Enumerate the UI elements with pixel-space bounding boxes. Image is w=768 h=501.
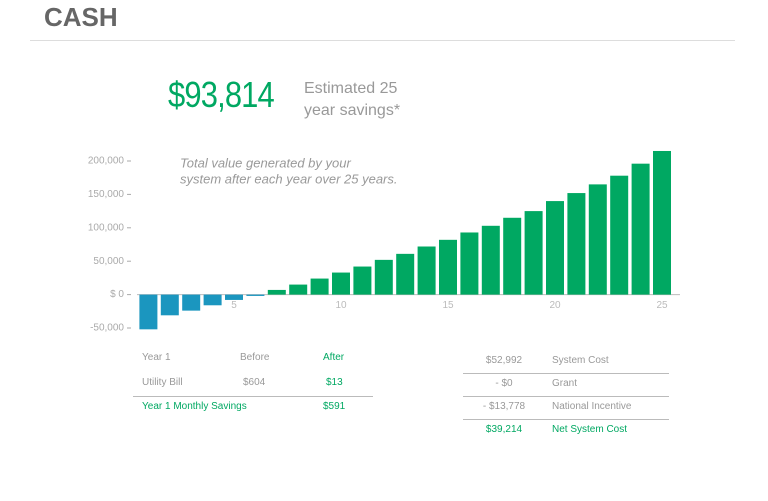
y-tick-label: 200,000 bbox=[88, 156, 125, 167]
bar bbox=[439, 239, 457, 295]
table-cell: Grant bbox=[552, 378, 578, 389]
table-header: Year 1 bbox=[142, 352, 171, 363]
bar bbox=[503, 217, 522, 295]
bar bbox=[567, 193, 586, 295]
bar bbox=[289, 284, 308, 295]
bar bbox=[610, 175, 629, 295]
x-tick-label: 10 bbox=[335, 300, 347, 311]
table-cell: - $13,778 bbox=[482, 401, 526, 412]
savings-label: Estimated 25 year savings* bbox=[304, 80, 401, 119]
table-cell: National Incentive bbox=[552, 401, 632, 412]
table-header: After bbox=[323, 352, 345, 363]
table-rule bbox=[463, 373, 669, 374]
bar bbox=[160, 294, 179, 316]
y-tick-label: 50,000 bbox=[93, 256, 124, 267]
bar bbox=[417, 246, 436, 295]
bar bbox=[524, 211, 543, 295]
bar bbox=[310, 278, 329, 295]
table-cell: $604 bbox=[243, 377, 266, 388]
table-cell: $13 bbox=[326, 377, 343, 388]
y-tick-label: 150,000 bbox=[88, 189, 125, 200]
page-title: CASH bbox=[44, 2, 118, 32]
bar bbox=[203, 294, 222, 306]
bar bbox=[588, 184, 607, 295]
table-rule bbox=[133, 396, 373, 397]
y-tick-label: 100,000 bbox=[88, 222, 125, 233]
annotation: Total value generated by your bbox=[180, 155, 351, 170]
table-header: Before bbox=[240, 352, 270, 363]
table-rule bbox=[463, 419, 669, 420]
bar bbox=[374, 259, 393, 295]
table-cell: Net System Cost bbox=[552, 424, 628, 435]
y-tick-label: -50,000 bbox=[90, 323, 124, 334]
y-tick-label: $ 0 bbox=[110, 289, 124, 300]
savings-value: $93,814 bbox=[168, 74, 275, 115]
table-cell: Utility Bill bbox=[142, 377, 183, 388]
table-cell: - $0 bbox=[495, 378, 513, 389]
bar bbox=[353, 266, 372, 295]
bar bbox=[460, 232, 479, 295]
bar bbox=[653, 150, 671, 295]
bar bbox=[182, 294, 201, 311]
table-cell: $52,992 bbox=[485, 355, 523, 366]
table-cell: $591 bbox=[323, 401, 346, 412]
table-cell: Year 1 Monthly Savings bbox=[142, 401, 247, 412]
annotation: system after each year over 25 years. bbox=[180, 171, 397, 186]
bar bbox=[139, 294, 158, 330]
table-cell: System Cost bbox=[552, 355, 609, 366]
bar bbox=[631, 163, 650, 295]
bar bbox=[267, 289, 286, 295]
header-rule bbox=[30, 40, 735, 41]
x-tick-label: 20 bbox=[549, 300, 561, 311]
bar bbox=[225, 294, 243, 300]
x-tick-label: 25 bbox=[656, 300, 668, 311]
bar bbox=[481, 225, 500, 295]
table-cell: $39,214 bbox=[485, 424, 523, 435]
bar bbox=[246, 294, 265, 296]
bar bbox=[396, 253, 415, 295]
bar bbox=[332, 272, 350, 295]
x-tick-label: 15 bbox=[442, 300, 454, 311]
x-tick-label: 5 bbox=[231, 300, 237, 311]
table-rule bbox=[463, 396, 669, 397]
bar bbox=[546, 201, 564, 295]
